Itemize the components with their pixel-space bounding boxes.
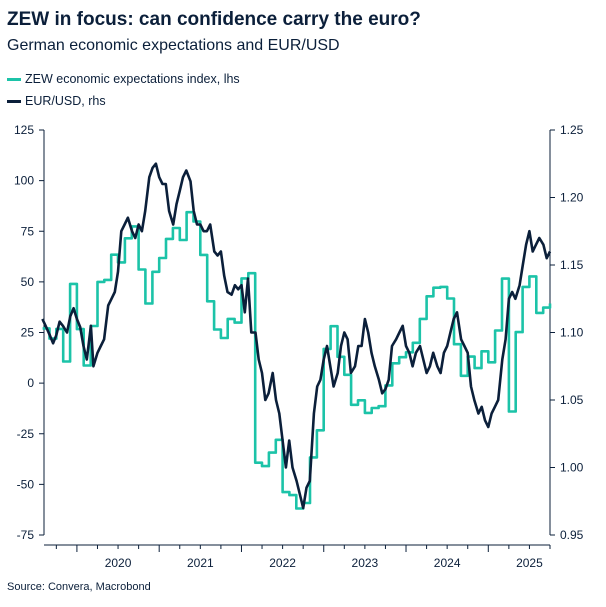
- chart-title: ZEW in focus: can confidence carry the e…: [7, 9, 421, 30]
- right-axis-tick-label: 1.10: [560, 326, 584, 340]
- right-axis-tick-label: 1.15: [560, 258, 584, 272]
- legend-label-eurusd: EUR/USD, rhs: [25, 94, 106, 108]
- legend-label-zew: ZEW economic expectations index, lhs: [25, 72, 240, 86]
- right-axis-tick-label: 0.95: [560, 528, 584, 542]
- series-line-zew: [42, 210, 552, 510]
- left-axis-tick-label: 0: [27, 376, 34, 390]
- legend-swatch-eurusd: [7, 99, 21, 103]
- legend-swatch-zew: [7, 77, 21, 81]
- right-axis-tick-label: 1.05: [560, 393, 584, 407]
- right-axis-tick-label: 1.00: [560, 461, 584, 475]
- source-note: Source: Convera, Macrobond: [7, 581, 151, 593]
- legend-item-eurusd: EUR/USD, rhs: [7, 94, 106, 108]
- x-axis-tick-label: 2025: [516, 556, 543, 570]
- left-axis-tick-label: -25: [17, 427, 35, 441]
- x-axis-tick-label: 2020: [105, 556, 132, 570]
- right-axis-tick-label: 1.20: [560, 191, 584, 205]
- x-axis-tick-label: 2023: [352, 556, 379, 570]
- left-axis-tick-label: -75: [17, 528, 35, 542]
- left-axis-tick-label: 25: [21, 326, 35, 340]
- legend-item-zew: ZEW economic expectations index, lhs: [7, 72, 240, 86]
- x-axis-tick-label: 2024: [434, 556, 461, 570]
- series-line-eurusd: [41, 162, 552, 510]
- left-axis-tick-label: 50: [21, 275, 35, 289]
- x-axis-tick-label: 2021: [187, 556, 214, 570]
- left-axis-tick-label: 100: [14, 174, 34, 188]
- chart-subtitle: German economic expectations and EUR/USD: [7, 37, 340, 54]
- left-axis-tick-label: 125: [14, 123, 34, 137]
- right-axis-tick-label: 1.25: [560, 123, 584, 137]
- left-axis-tick-label: 75: [21, 224, 35, 238]
- x-axis-tick-label: 2022: [269, 556, 296, 570]
- left-axis-tick-label: -50: [17, 477, 35, 491]
